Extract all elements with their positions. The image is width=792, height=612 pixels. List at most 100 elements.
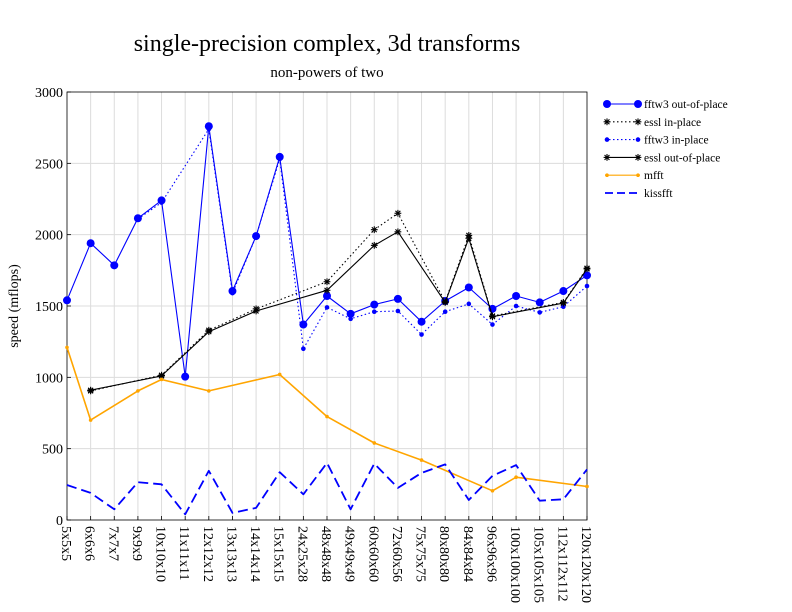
data-point — [559, 287, 568, 296]
y-axis-label: speed (mflops) — [7, 264, 22, 348]
data-point — [490, 488, 495, 493]
data-point — [442, 309, 448, 315]
legend-label: kissfft — [644, 188, 673, 200]
legend-item: kissfft — [605, 188, 673, 200]
series-line — [66, 347, 588, 492]
legend-item: fftw3 out-of-place — [603, 99, 728, 111]
data-point — [559, 299, 567, 307]
data-point — [636, 173, 640, 177]
legend-label: mfft — [644, 170, 664, 182]
data-point — [158, 372, 165, 380]
data-point — [634, 154, 642, 161]
data-point — [512, 292, 521, 301]
data-point — [561, 304, 566, 310]
data-point — [323, 286, 331, 294]
data-point — [584, 283, 590, 289]
data-point — [605, 173, 609, 177]
data-point — [207, 389, 211, 393]
series-kissfft — [66, 461, 588, 516]
series-line — [90, 212, 588, 392]
x-tick-label: 10x10x10 — [153, 526, 168, 582]
series-line — [90, 231, 588, 391]
x-tick-label: 72x60x56 — [389, 526, 404, 582]
data-point — [159, 377, 164, 382]
y-tick-label: 1000 — [35, 371, 63, 386]
data-point — [323, 292, 331, 301]
data-point — [603, 118, 611, 126]
data-point — [253, 233, 259, 239]
legend-item: essl out-of-place — [603, 152, 720, 164]
data-point — [301, 346, 306, 352]
legend-label: fftw3 in-place — [644, 135, 709, 147]
data-point — [370, 226, 378, 234]
x-tick-label: 13x13x13 — [223, 526, 238, 582]
data-point — [277, 156, 283, 162]
data-point — [206, 126, 212, 132]
data-point — [514, 475, 518, 480]
data-point — [348, 316, 353, 322]
series-layer — [63, 122, 591, 516]
legend-item: mfft — [605, 170, 664, 182]
data-point — [513, 303, 519, 309]
data-point — [63, 296, 71, 305]
data-point — [603, 100, 611, 108]
y-tick-label: 2500 — [35, 157, 63, 172]
data-point — [88, 418, 93, 422]
x-tick-label: 84x84x84 — [460, 526, 475, 582]
x-tick-label: 12x12x12 — [200, 526, 215, 582]
y-tick-label: 0 — [56, 514, 63, 529]
data-point — [635, 137, 641, 142]
data-point — [604, 137, 610, 142]
series-fftw3-in-place — [135, 126, 590, 352]
x-tick-label: 100x100x100 — [507, 526, 522, 603]
y-tick-label: 3000 — [35, 86, 63, 101]
data-point — [441, 299, 449, 306]
data-point — [323, 278, 331, 286]
data-point — [159, 200, 164, 205]
data-point — [466, 301, 472, 307]
data-point — [370, 241, 378, 249]
data-point — [419, 332, 424, 337]
data-point — [372, 441, 377, 445]
data-point — [299, 320, 308, 329]
x-tick-label: 120x120x120 — [578, 526, 593, 603]
data-point — [371, 309, 377, 315]
x-tick-label: 80x80x80 — [436, 526, 451, 582]
x-tick-label: 14x14x14 — [247, 526, 262, 582]
data-point — [465, 234, 473, 242]
data-point — [490, 322, 495, 327]
legend-label: essl in-place — [644, 117, 701, 129]
series-mfft — [65, 345, 589, 493]
data-point — [205, 328, 213, 336]
x-tick-label: 5x5x5 — [58, 526, 73, 561]
data-point — [181, 372, 190, 381]
x-tick-label: 49x49x49 — [342, 526, 357, 582]
data-point — [87, 386, 95, 394]
legend-item: fftw3 in-place — [604, 135, 709, 147]
x-tick-label: 48x48x48 — [318, 526, 333, 582]
data-point — [394, 228, 402, 236]
legend-label: essl out-of-place — [644, 152, 720, 164]
data-point — [603, 154, 611, 161]
data-point — [634, 100, 642, 108]
x-tick-label: 6x6x6 — [82, 526, 97, 561]
data-point — [346, 309, 355, 318]
y-tick-label: 1500 — [35, 300, 63, 315]
data-point — [417, 317, 426, 326]
series-essl-out-of-place — [87, 228, 591, 394]
y-tick-label: 2000 — [35, 229, 63, 244]
chart-subtitle: non-powers of two — [270, 65, 383, 81]
data-point — [585, 484, 589, 489]
x-tick-label: 105x105x105 — [531, 526, 546, 603]
data-point — [136, 389, 140, 393]
axis-ticks: 5x5x5 6x6x6 7x7x7 9x9x9 10x10x10 11x11x11 12x1… — [35, 86, 593, 603]
data-point — [393, 294, 402, 303]
data-point — [252, 307, 260, 315]
data-point — [370, 300, 379, 309]
legend: fftw3 out-of-place essl in-place fftw3 in-… — [603, 99, 728, 200]
data-point — [135, 216, 141, 222]
series-essl-in-place — [87, 209, 591, 395]
data-point — [489, 313, 496, 321]
data-point — [230, 290, 235, 296]
data-point — [419, 458, 424, 462]
